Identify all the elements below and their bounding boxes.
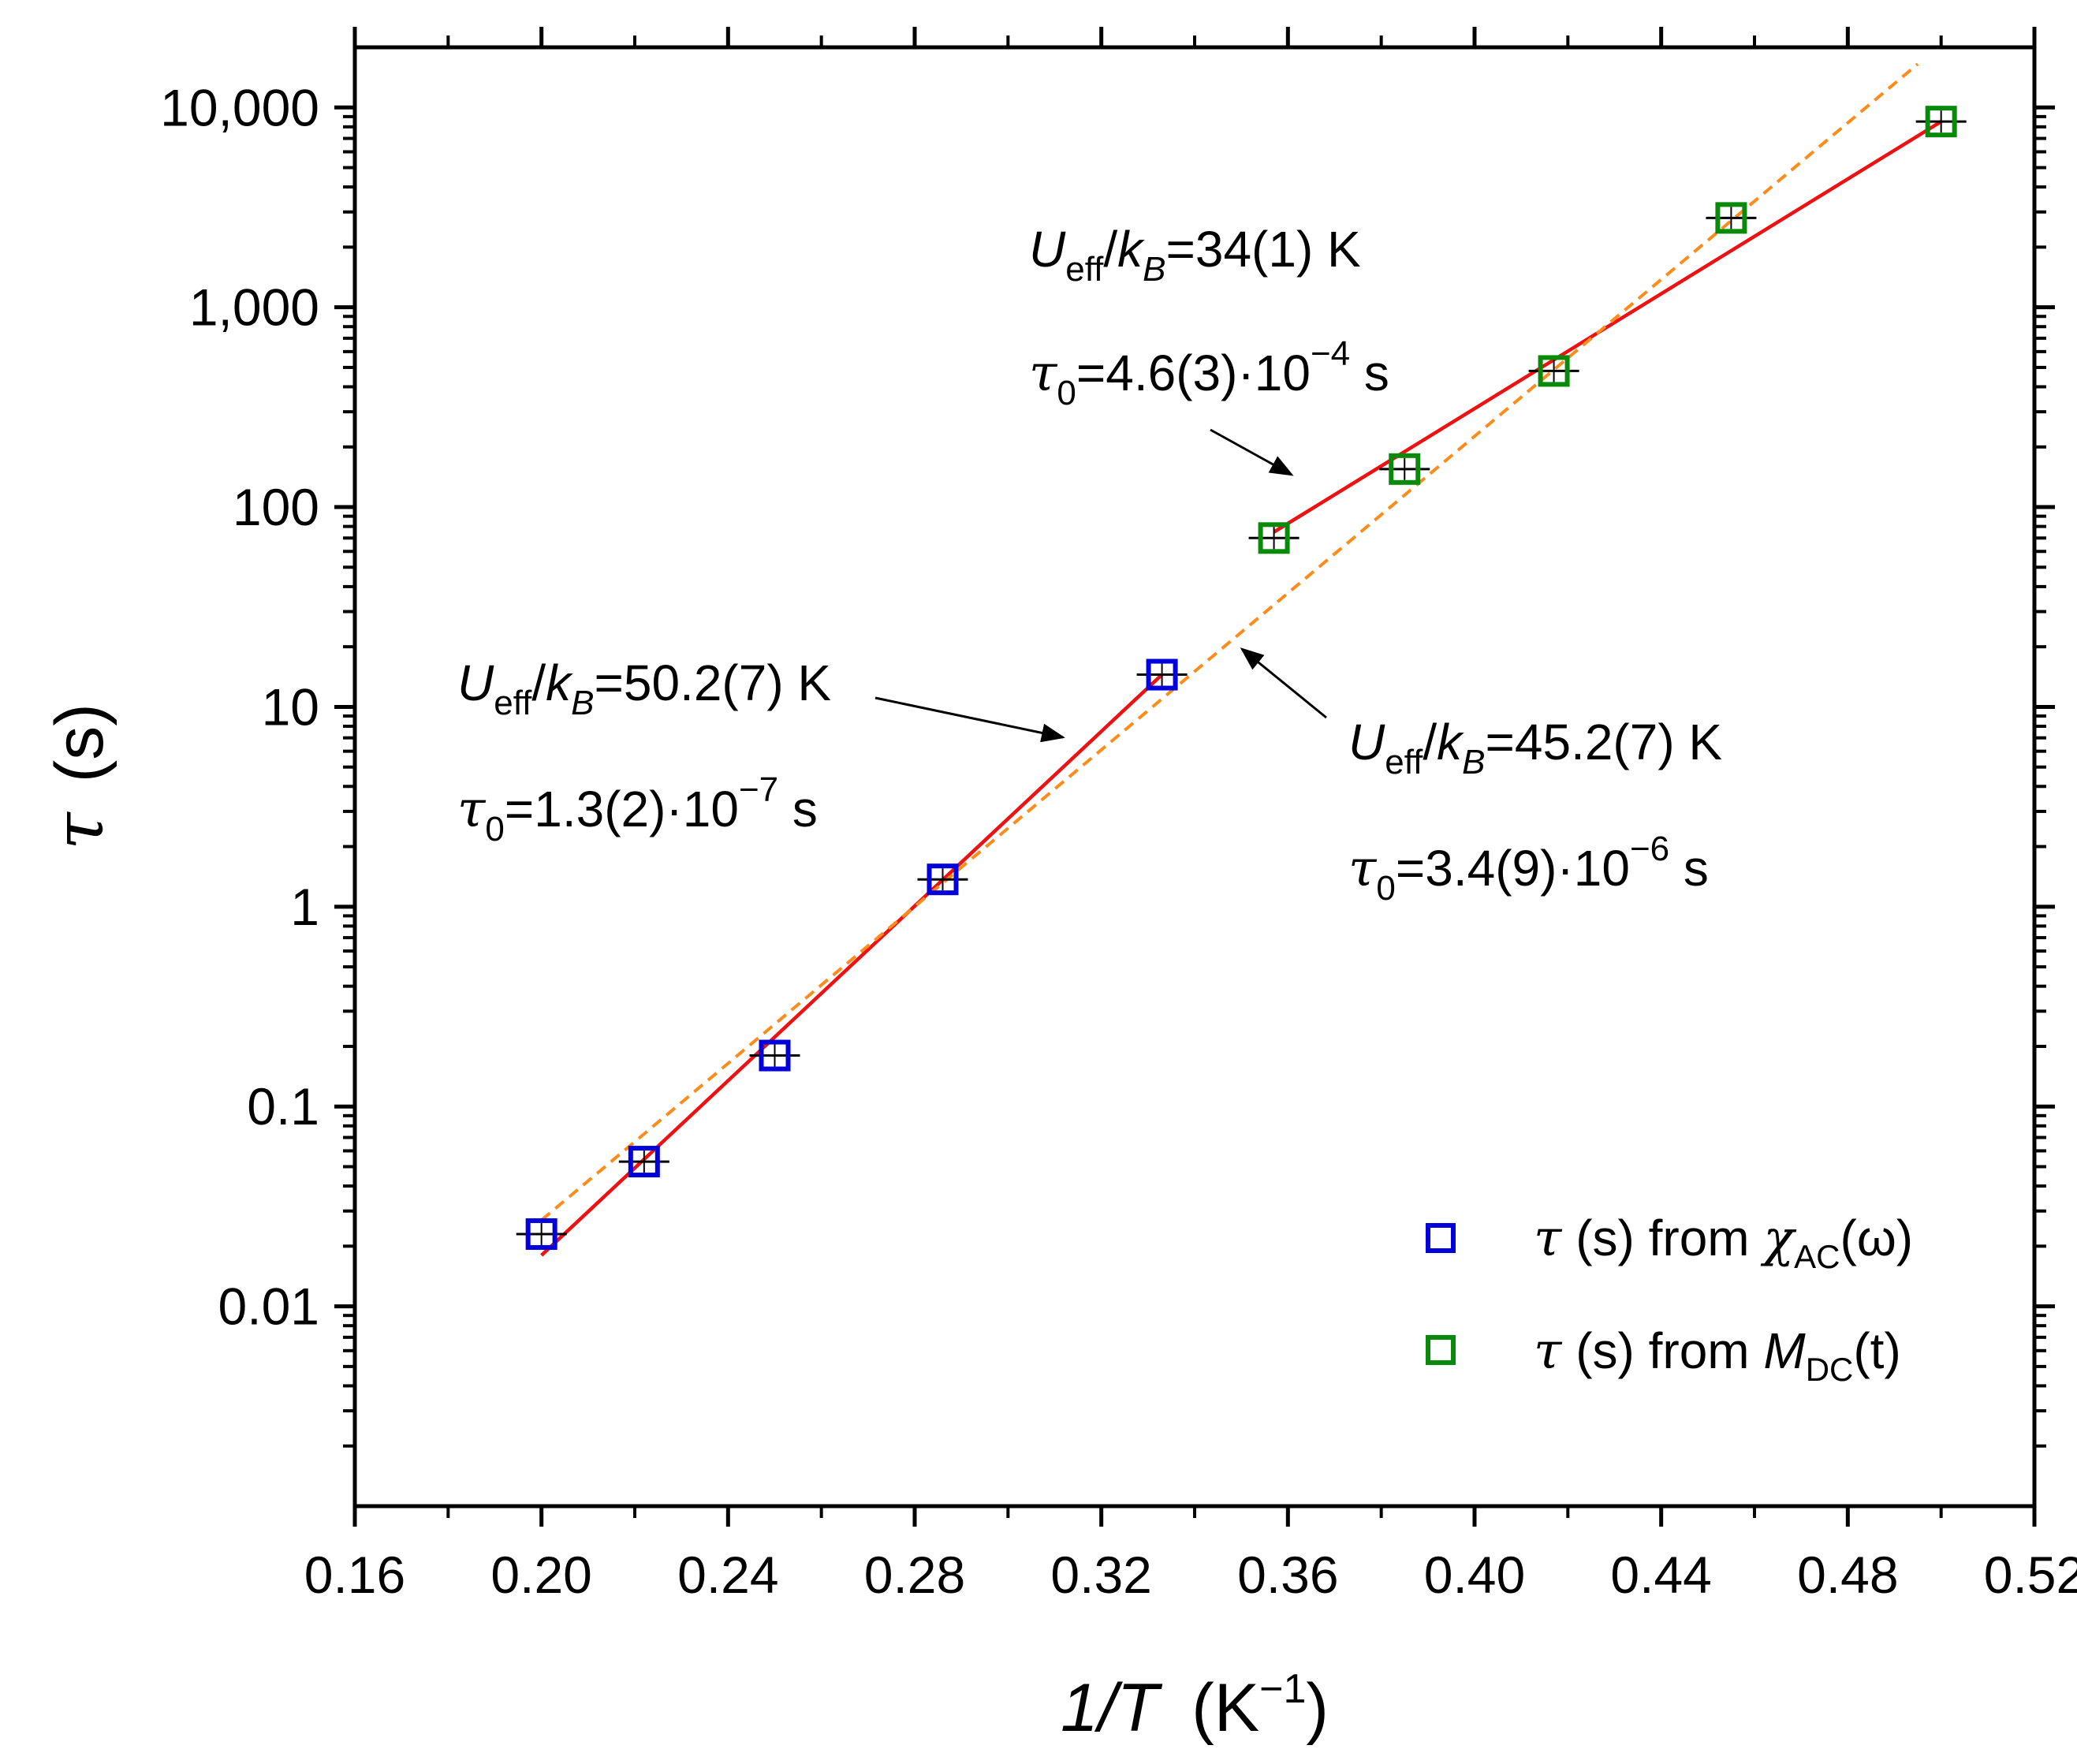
data-point-dc [1389, 453, 1421, 485]
x-tick-label: 0.20 [490, 1546, 591, 1604]
y-axis-unit: (s) [42, 703, 117, 782]
svg-text:Ueff/kB=45.2(7) K: Ueff/kB=45.2(7) K [1348, 714, 1722, 781]
data-point-ac [525, 1218, 557, 1250]
y-tick-label: 10,000 [160, 78, 319, 136]
data-point-ac [628, 1146, 660, 1178]
svg-text:Ueff/kB=34(1) K: Ueff/kB=34(1) K [1029, 221, 1361, 289]
svg-text:Ueff/kB=50.2(7) K: Ueff/kB=50.2(7) K [457, 655, 831, 722]
y-axis-title: τ (s) [40, 703, 119, 850]
arrow-ac-fit [874, 696, 1065, 743]
data-point-dc [1258, 522, 1290, 554]
x-axis-unit-open: ( [1191, 1670, 1214, 1746]
x-axis-unit-sup: −1 [1259, 1666, 1306, 1712]
legend-entry-ac: τ (s) from χAC(ω) [1426, 1210, 1913, 1275]
y-tick-label: 0.1 [247, 1077, 319, 1136]
x-axis-unit: K [1214, 1670, 1259, 1746]
y-tick-label: 1 [290, 878, 319, 936]
x-axis-main: 1/T [1061, 1670, 1163, 1746]
x-tick-label: 0.28 [864, 1546, 965, 1604]
svg-text:τ0=1.3(2)·10−7 s: τ0=1.3(2)·10−7 s [457, 770, 818, 848]
legend-marker-dc [1426, 1335, 1456, 1365]
arrow-dc-fit [1210, 428, 1294, 476]
y-tick-label: 100 [233, 478, 319, 536]
svg-text:τ (s) from MDC(t): τ (s) from MDC(t) [1534, 1322, 1901, 1388]
y-tick-label: 0.01 [218, 1277, 319, 1336]
x-tick-label: 0.40 [1424, 1546, 1525, 1604]
fit-line [1273, 120, 1942, 534]
data-point-ac [927, 863, 959, 896]
x-axis-unit-close: ) [1306, 1670, 1329, 1746]
x-tick-label: 0.24 [677, 1546, 778, 1604]
y-tick-label: 10 [262, 677, 319, 736]
x-tick-label: 0.36 [1237, 1546, 1338, 1604]
y-axis-symbol: τ [40, 811, 119, 850]
fit-line [540, 673, 1164, 1257]
svg-text:τ (s) from χAC(ω): τ (s) from χAC(ω) [1534, 1210, 1913, 1275]
x-tick-label: 0.32 [1050, 1546, 1151, 1604]
data-point-ac [1146, 658, 1178, 691]
arrow-global-fit [1240, 647, 1327, 719]
annotation-dc-fit: Ueff/kB=34(1) K τ0=4.6(3)·10−4 s [1029, 221, 1389, 476]
y-tick-label: 1,000 [189, 278, 319, 337]
data-point-dc [1925, 106, 1957, 138]
annotation-ac-fit: Ueff/kB=50.2(7) K τ0=1.3(2)·10−7 s [457, 655, 1065, 848]
legend: τ (s) from χAC(ω) τ (s) from MDC(t) [1426, 1210, 1913, 1388]
fit-line [540, 62, 1919, 1221]
annotation-global-fit: Ueff/kB=45.2(7) K τ0=3.4(9)·10−6 s [1240, 647, 1722, 908]
x-axis-title: 1/T (K−1) [1061, 1666, 1329, 1746]
data-point-dc [1538, 355, 1570, 387]
x-tick-label: 0.48 [1797, 1546, 1898, 1604]
x-tick-label: 0.16 [304, 1546, 405, 1604]
legend-entry-dc: τ (s) from MDC(t) [1426, 1322, 1901, 1388]
legend-marker-ac [1426, 1223, 1456, 1253]
x-tick-label: 0.52 [1984, 1546, 2077, 1604]
svg-text:τ0=4.6(3)·10−4 s: τ0=4.6(3)·10−4 s [1029, 334, 1389, 412]
x-tick-label: 0.44 [1610, 1546, 1711, 1604]
svg-text:τ0=3.4(9)·10−6 s: τ0=3.4(9)·10−6 s [1348, 830, 1709, 908]
data-point-dc [1715, 202, 1747, 234]
data-point-ac [759, 1039, 791, 1072]
